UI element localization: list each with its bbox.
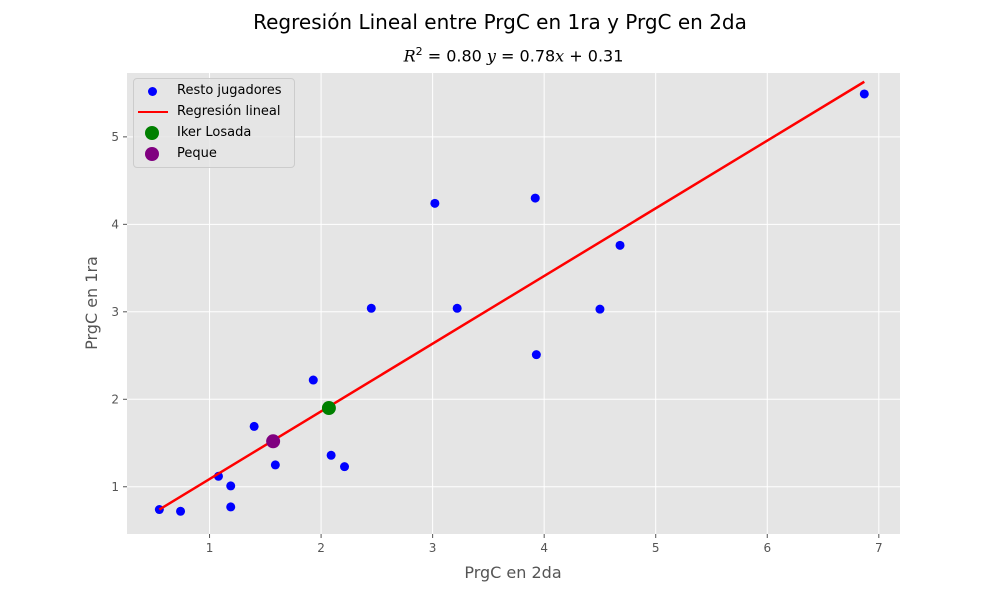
- data-point: [249, 421, 259, 431]
- y-tick-label: 3: [111, 305, 119, 319]
- x-tick-label: 6: [763, 541, 771, 555]
- eq-slope: = 0.78: [495, 46, 556, 66]
- x-tick-label: 1: [206, 541, 214, 555]
- legend-item-peque: Peque: [134, 144, 294, 164]
- axis-ticks: 1 2 3 4 5 6 7 1 2 3 4 5: [111, 130, 882, 555]
- legend-marker-purple-dot: [145, 147, 159, 161]
- data-point: [326, 450, 336, 460]
- legend-label: Peque: [177, 146, 217, 161]
- legend: Resto jugadores Regresión lineal Iker Lo…: [133, 78, 295, 168]
- y-tick-label: 1: [111, 480, 119, 494]
- data-point: [615, 240, 625, 250]
- x-tick-label: 3: [429, 541, 437, 555]
- data-point: [340, 462, 350, 472]
- legend-label: Regresión lineal: [177, 104, 281, 119]
- r2-value: = 0.80: [422, 46, 487, 66]
- data-point: [859, 89, 869, 99]
- data-point: [366, 303, 376, 313]
- legend-item-resto: Resto jugadores: [134, 81, 294, 101]
- y-axis-label: PrgC en 1ra: [82, 256, 101, 350]
- x-tick-label: 5: [652, 541, 660, 555]
- y-tick-label: 4: [111, 217, 119, 231]
- y-tick-label: 2: [111, 392, 119, 406]
- data-point: [176, 506, 186, 516]
- eq-y: y: [486, 46, 496, 66]
- legend-marker-red-line: [138, 111, 168, 113]
- r2-symbol: R: [403, 46, 416, 66]
- x-tick-label: 4: [540, 541, 548, 555]
- data-point: [226, 481, 236, 491]
- data-point: [226, 502, 236, 512]
- chart-title: Regresión Lineal entre PrgC en 1ra y Prg…: [253, 10, 747, 34]
- x-tick-label: 7: [875, 541, 883, 555]
- highlight-point-iker-losada: [321, 401, 336, 416]
- legend-item-iker: Iker Losada: [134, 123, 294, 143]
- data-point: [531, 350, 541, 360]
- legend-item-regresion: Regresión lineal: [134, 102, 294, 122]
- data-point: [308, 375, 318, 385]
- data-point: [430, 198, 440, 208]
- eq-intercept: + 0.31: [564, 46, 624, 66]
- data-point: [530, 193, 540, 203]
- data-point: [595, 304, 605, 314]
- legend-label: Iker Losada: [177, 125, 252, 140]
- y-tick-label: 5: [111, 130, 119, 144]
- r2-exponent: 2: [415, 45, 423, 58]
- data-point: [452, 303, 462, 313]
- x-axis-label: PrgC en 2da: [464, 563, 561, 582]
- legend-marker-blue-dot: [148, 87, 157, 96]
- legend-marker-green-dot: [145, 126, 159, 140]
- series: [154, 80, 869, 516]
- chart-subtitle: R2 = 0.80 y = 0.78x + 0.31: [127, 45, 900, 65]
- x-tick-label: 2: [317, 541, 325, 555]
- legend-label: Resto jugadores: [177, 83, 282, 98]
- highlight-point-peque: [266, 434, 281, 449]
- data-point: [270, 460, 280, 470]
- eq-x: x: [555, 46, 565, 66]
